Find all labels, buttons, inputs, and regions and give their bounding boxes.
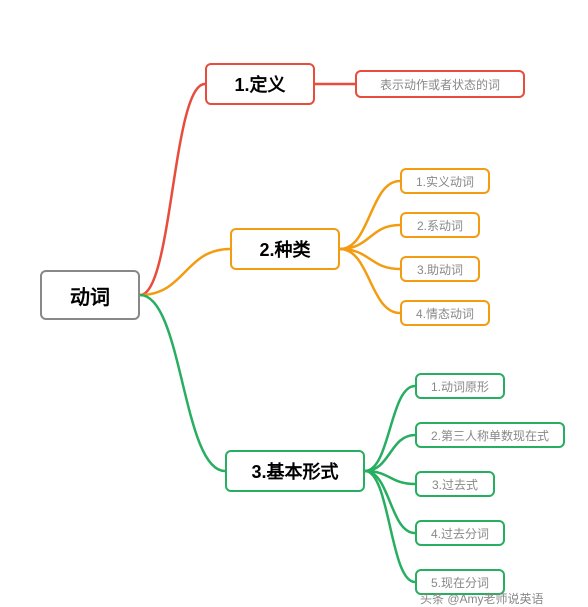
node-label: 3.基本形式 [251, 458, 338, 484]
node-b3_3: 3.过去式 [415, 471, 495, 497]
watermark-prefix: 头条 [420, 592, 444, 606]
node-b3_1: 1.动词原形 [415, 373, 505, 399]
node-label: 5.现在分词 [431, 574, 489, 591]
node-b3_4: 4.过去分词 [415, 520, 505, 546]
edge-b2-b2_1 [340, 181, 400, 249]
edge-root-b2 [140, 249, 230, 295]
node-label: 1.实义动词 [416, 173, 474, 190]
node-b2_1: 1.实义动词 [400, 168, 490, 194]
node-label: 4.过去分词 [431, 525, 489, 542]
node-label: 2.系动词 [417, 217, 463, 234]
node-label: 4.情态动词 [416, 305, 474, 322]
edge-b3-b3_5 [365, 471, 415, 582]
node-label: 1.动词原形 [431, 378, 489, 395]
node-root: 动词 [40, 270, 140, 320]
node-b3: 3.基本形式 [225, 450, 365, 492]
node-b2_2: 2.系动词 [400, 212, 480, 238]
node-b1: 1.定义 [205, 63, 315, 105]
watermark-text: @Amy老师说英语 [447, 592, 543, 606]
node-label: 2.第三人称单数现在式 [431, 427, 549, 444]
node-b1_1: 表示动作或者状态的词 [355, 70, 525, 98]
node-label: 动词 [70, 281, 110, 310]
node-label: 2.种类 [259, 236, 310, 262]
edge-root-b3 [140, 295, 225, 471]
node-label: 表示动作或者状态的词 [380, 76, 500, 93]
edge-b3-b3_2 [365, 435, 415, 471]
node-label: 1.定义 [234, 71, 285, 97]
node-b2_4: 4.情态动词 [400, 300, 490, 326]
node-label: 3.助动词 [417, 261, 463, 278]
node-b3_2: 2.第三人称单数现在式 [415, 422, 565, 448]
node-label: 3.过去式 [432, 476, 478, 493]
node-b2: 2.种类 [230, 228, 340, 270]
node-b2_3: 3.助动词 [400, 256, 480, 282]
watermark: 头条 @Amy老师说英语 [420, 590, 544, 607]
edge-b3-b3_1 [365, 386, 415, 471]
